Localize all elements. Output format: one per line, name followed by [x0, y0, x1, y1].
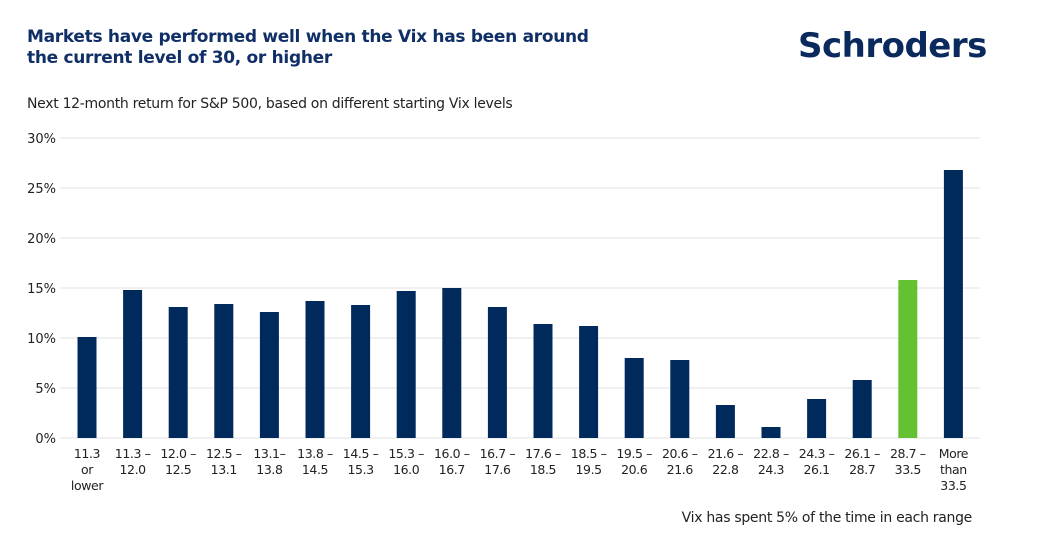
- bar: [351, 305, 371, 438]
- x-tick-label: 14.5 –15.3: [343, 446, 379, 477]
- bar: [579, 326, 599, 438]
- bar: [761, 427, 781, 438]
- bar-highlighted: [898, 280, 918, 438]
- x-tick-label: 13.8 –14.5: [297, 446, 333, 477]
- bar: [214, 304, 234, 438]
- bar: [715, 405, 735, 438]
- bar: [852, 380, 872, 438]
- x-tick-label: 12.5 –13.1: [206, 446, 242, 477]
- x-tick-label: 19.5 –20.6: [616, 446, 652, 477]
- bar: [168, 307, 188, 438]
- chart-title-line-2: the current level of 30, or higher: [27, 48, 332, 68]
- bar: [807, 399, 827, 438]
- x-tick-label: 16.7 –17.6: [480, 446, 516, 477]
- x-tick-label: 24.3 –26.1: [799, 446, 835, 477]
- gridlines: [60, 137, 980, 439]
- bar: [442, 288, 462, 438]
- bars: [77, 170, 963, 438]
- chart-footnote: Vix has spent 5% of the time in each ran…: [681, 510, 973, 526]
- x-tick-label: More than 33.5: [939, 446, 969, 493]
- bar: [487, 307, 507, 438]
- x-tick-label: 26.1 –28.7: [844, 446, 880, 477]
- bar: [943, 170, 963, 438]
- bar: [396, 291, 416, 438]
- x-tick-label: 11.3 –12.0: [115, 446, 151, 477]
- x-axis-ticks: 11.3 or lower 11.3 –12.0 12.0 –12.5 12.5 –13.…: [71, 446, 969, 493]
- bar: [305, 301, 325, 438]
- y-tick-label: 20%: [27, 232, 56, 247]
- chart-subtitle: Next 12-month return for S&P 500, based …: [27, 96, 513, 112]
- x-tick-label: 20.6 –21.6: [662, 446, 698, 477]
- x-tick-label: 21.6 –22.8: [708, 446, 744, 477]
- x-tick-label: 16.0 –16.7: [434, 446, 470, 477]
- x-tick-label: 18.5 –19.5: [571, 446, 607, 477]
- x-tick-label: 28.7 –33.5: [890, 446, 926, 477]
- y-tick-label: 0%: [35, 432, 56, 447]
- y-tick-label: 30%: [27, 132, 56, 147]
- y-tick-label: 5%: [35, 382, 56, 397]
- y-axis-ticks: 0% 5% 10% 15% 20% 25% 30%: [27, 132, 56, 447]
- bar: [77, 337, 97, 438]
- y-tick-label: 25%: [27, 182, 56, 197]
- x-tick-label: 11.3 or lower: [71, 446, 104, 493]
- bar: [259, 312, 279, 438]
- y-tick-label: 10%: [27, 332, 56, 347]
- y-tick-label: 15%: [27, 282, 56, 297]
- x-tick-label: 22.8 –24.3: [753, 446, 789, 477]
- bar: [533, 324, 553, 438]
- bar: [670, 360, 690, 438]
- x-tick-label: 15.3 –16.0: [388, 446, 424, 477]
- bar: [624, 358, 644, 438]
- x-tick-label: 12.0 –12.5: [160, 446, 196, 477]
- x-tick-label: 17.6 –18.5: [525, 446, 561, 477]
- bar: [123, 290, 143, 438]
- schroders-logo: Schroders: [798, 26, 987, 66]
- chart-title: Markets have performed well when the Vix…: [27, 27, 647, 69]
- chart-title-line-1: Markets have performed well when the Vix…: [27, 27, 589, 47]
- x-tick-label: 13.1– 13.8: [253, 446, 285, 477]
